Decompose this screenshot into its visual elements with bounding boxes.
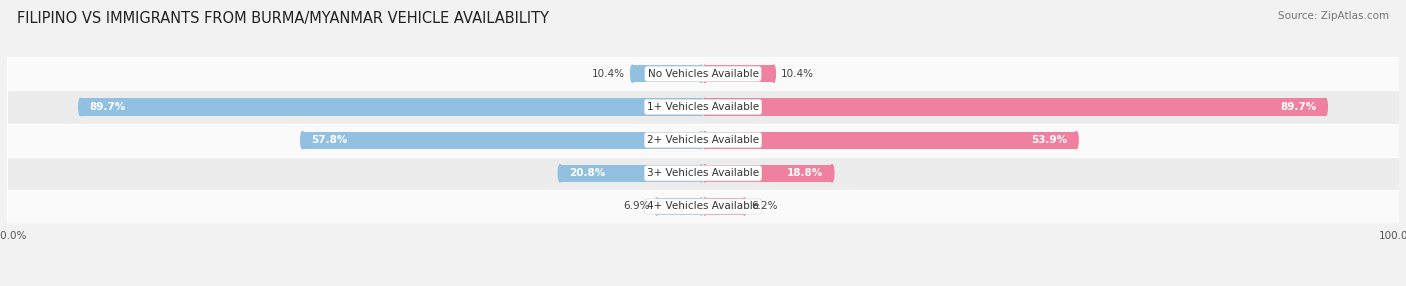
Circle shape (655, 198, 658, 215)
Bar (7, 157, 1399, 190)
Text: 10.4%: 10.4% (592, 69, 626, 79)
Bar (704, 98, 1326, 116)
Text: 6.2%: 6.2% (752, 202, 778, 211)
Circle shape (703, 132, 707, 149)
Text: 10.4%: 10.4% (780, 69, 814, 79)
Circle shape (772, 65, 775, 82)
Bar (560, 165, 702, 182)
Bar (302, 132, 702, 149)
Text: 1+ Vehicles Available: 1+ Vehicles Available (647, 102, 759, 112)
Bar (704, 65, 773, 82)
Text: Source: ZipAtlas.com: Source: ZipAtlas.com (1278, 11, 1389, 21)
Text: 4+ Vehicles Available: 4+ Vehicles Available (647, 202, 759, 211)
Circle shape (631, 65, 634, 82)
Circle shape (703, 165, 707, 182)
Bar (7, 124, 1399, 157)
Text: 6.9%: 6.9% (623, 202, 650, 211)
Bar (80, 98, 702, 116)
Circle shape (699, 198, 703, 215)
Circle shape (703, 98, 707, 116)
Bar (704, 198, 744, 215)
Bar (7, 90, 1399, 124)
Bar (7, 57, 1399, 90)
Circle shape (703, 65, 707, 82)
Circle shape (703, 198, 707, 215)
Text: No Vehicles Available: No Vehicles Available (648, 69, 758, 79)
Text: 3+ Vehicles Available: 3+ Vehicles Available (647, 168, 759, 178)
Circle shape (699, 65, 703, 82)
Text: 20.8%: 20.8% (568, 168, 605, 178)
Circle shape (79, 98, 83, 116)
Circle shape (699, 98, 703, 116)
Circle shape (699, 165, 703, 182)
Circle shape (558, 165, 562, 182)
Text: 2+ Vehicles Available: 2+ Vehicles Available (647, 135, 759, 145)
Circle shape (699, 132, 703, 149)
Text: 57.8%: 57.8% (311, 135, 347, 145)
Text: 18.8%: 18.8% (787, 168, 824, 178)
Bar (7, 190, 1399, 223)
Bar (657, 198, 702, 215)
Circle shape (742, 198, 747, 215)
Circle shape (301, 132, 304, 149)
Text: 53.9%: 53.9% (1032, 135, 1067, 145)
Circle shape (1074, 132, 1078, 149)
Text: FILIPINO VS IMMIGRANTS FROM BURMA/MYANMAR VEHICLE AVAILABILITY: FILIPINO VS IMMIGRANTS FROM BURMA/MYANMA… (17, 11, 548, 26)
Circle shape (1323, 98, 1327, 116)
Bar (704, 165, 832, 182)
Bar (633, 65, 702, 82)
Text: 89.7%: 89.7% (1281, 102, 1317, 112)
Circle shape (830, 165, 834, 182)
Bar (704, 132, 1077, 149)
Text: 89.7%: 89.7% (89, 102, 125, 112)
